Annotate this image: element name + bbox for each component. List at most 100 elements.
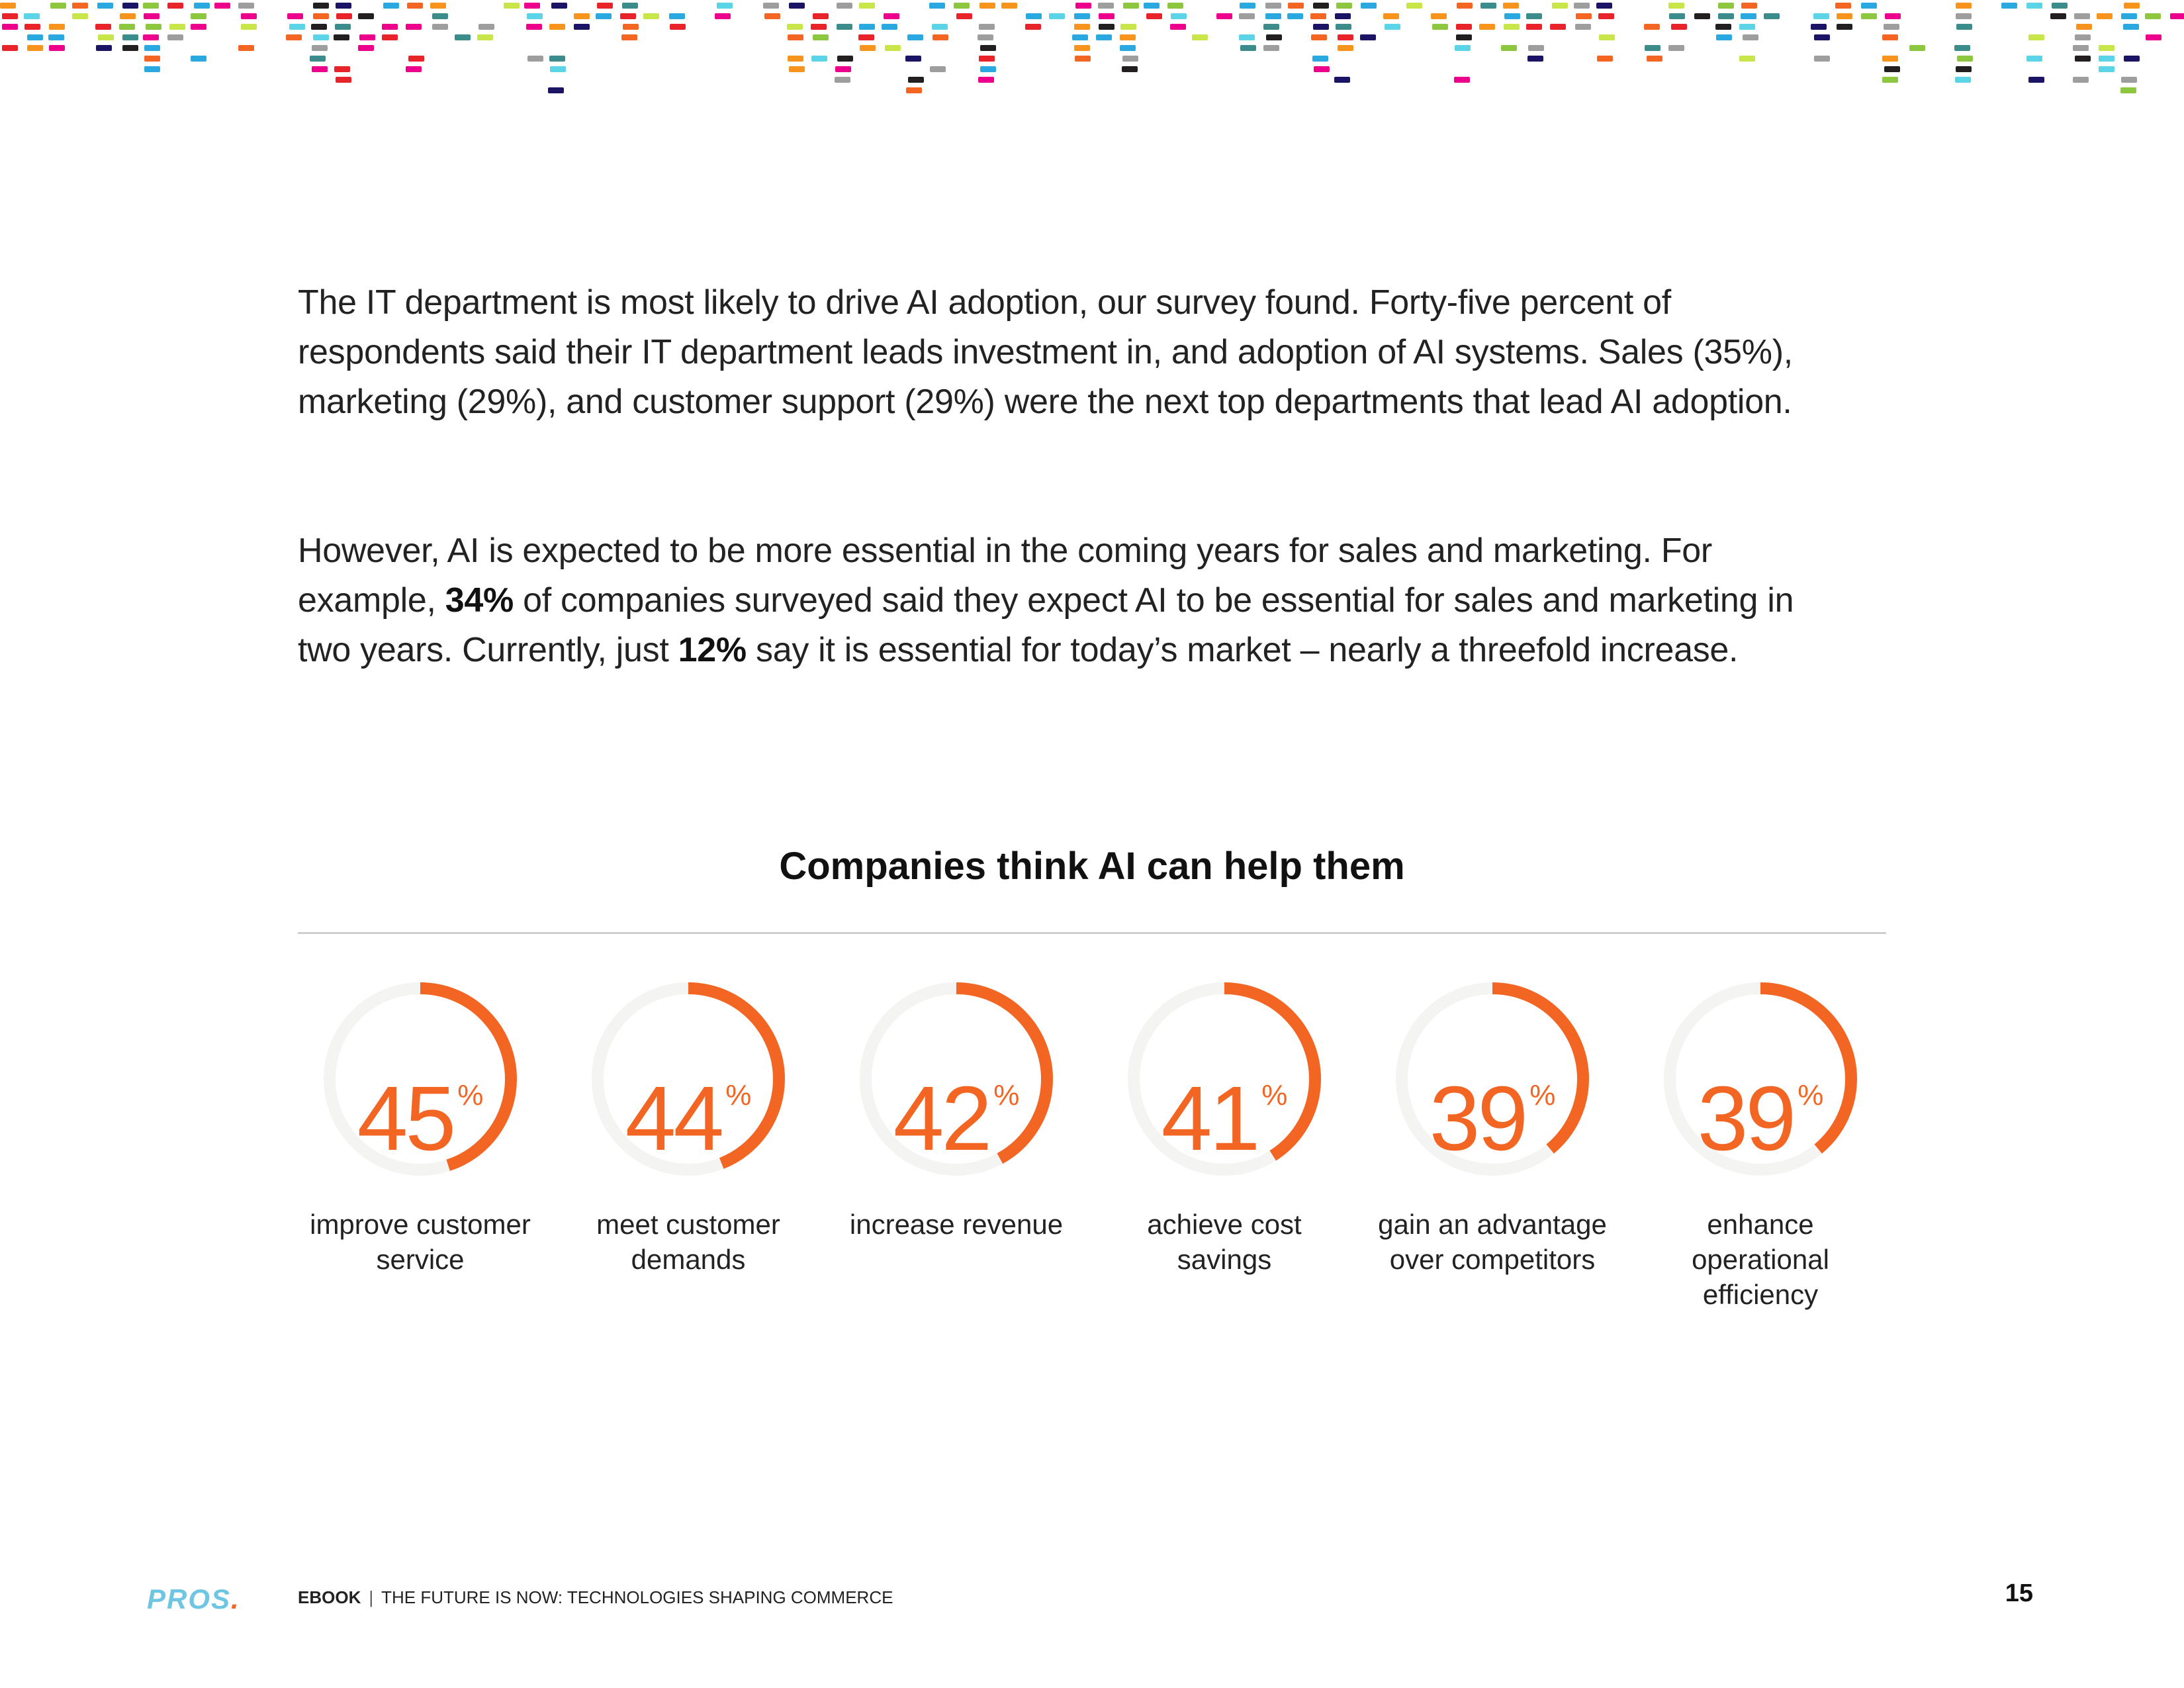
confetti-dash (1811, 24, 1827, 30)
paragraph-2-text: of companies surveyed said they expect A… (298, 581, 1794, 669)
ring-progress-arc (324, 982, 517, 1176)
confetti-dash (837, 24, 852, 30)
confetti-dash (72, 3, 88, 9)
confetti-dash (1266, 34, 1282, 40)
confetti-dash (1171, 13, 1187, 19)
confetti-dash (2074, 13, 2090, 19)
confetti-dash (954, 3, 970, 9)
stat-label: gain an advantage over competitors (1378, 1209, 1607, 1275)
confetti-dash (1313, 24, 1329, 30)
confetti-dash (2099, 56, 2115, 62)
confetti-dash (2146, 34, 2161, 40)
confetti-dash (1741, 13, 1756, 19)
confetti-dash (191, 13, 206, 19)
confetti-dash (1884, 66, 1900, 72)
confetti-dash (788, 34, 803, 40)
confetti-dash (549, 56, 565, 62)
confetti-dash (1480, 3, 1496, 9)
confetti-dash (669, 13, 685, 19)
confetti-dash (2123, 24, 2139, 30)
confetti-dash (358, 45, 374, 51)
confetti-dash (837, 3, 852, 9)
confetti-dash (1385, 24, 1400, 30)
confetti-dash (979, 3, 995, 9)
confetti-dash (2, 13, 18, 19)
logo-text: PROS (147, 1583, 232, 1615)
stat-percent-sign: % (1261, 1079, 1288, 1111)
confetti-dash (504, 3, 520, 9)
confetti-dash (884, 13, 899, 19)
pros-logo: PROS. (147, 1583, 240, 1615)
confetti-dash (1335, 13, 1351, 19)
confetti-dash (1144, 3, 1160, 9)
stat-number: 41 (1161, 1068, 1260, 1170)
confetti-dash (1098, 3, 1114, 9)
confetti-dash (1455, 45, 1471, 51)
confetti-dash (622, 3, 638, 9)
confetti-dash (1884, 24, 1899, 30)
confetti-dash (1311, 34, 1327, 40)
confetti-dash (811, 24, 827, 30)
confetti-dash (1837, 13, 1852, 19)
confetti-dash (1526, 13, 1542, 19)
confetti-dash (1764, 13, 1780, 19)
confetti-dash (717, 3, 733, 9)
confetti-dash (1552, 3, 1568, 9)
confetti-dash (408, 56, 424, 62)
paragraph-2-text: However, AI is expected to be more essen… (298, 532, 1712, 620)
stat-item: 45% improve customer service (288, 976, 553, 1277)
confetti-dash (1361, 3, 1377, 9)
confetti-dash (1314, 66, 1330, 72)
confetti-dash (835, 66, 851, 72)
confetti-dash (549, 24, 565, 30)
confetti-dash (574, 24, 590, 30)
confetti-dash (214, 3, 230, 9)
confetti-dash (1861, 3, 1877, 9)
confetti-dash (980, 45, 996, 51)
confetti-dash (1123, 3, 1139, 9)
confetti-dash (1120, 34, 1136, 40)
confetti-dash (1882, 34, 1898, 40)
stat-item: 39% enhance operational efficiency (1628, 976, 1893, 1312)
confetti-dash (597, 3, 613, 9)
footer-ebook-label: EBOOK (298, 1587, 361, 1607)
confetti-dash (907, 34, 923, 40)
confetti-dash (406, 66, 422, 72)
confetti-dash (1814, 56, 1830, 62)
confetti-dash (620, 13, 636, 19)
stat-value: 45% (288, 1046, 553, 1168)
confetti-dash (1096, 34, 1112, 40)
chart-divider (298, 932, 1886, 934)
stat-value: 42% (824, 1046, 1089, 1168)
confetti-dash (1575, 24, 1591, 30)
confetti-dash (2052, 3, 2068, 9)
confetti-dash (643, 13, 659, 19)
confetti-dash (1597, 56, 1613, 62)
progress-ring (1128, 982, 1321, 1176)
confetti-dash (1526, 24, 1542, 30)
confetti-dash (526, 24, 542, 30)
stat-label: enhance operational efficiency (1692, 1209, 1829, 1310)
confetti-dash (1239, 34, 1255, 40)
confetti-dash (2170, 13, 2184, 19)
confetti-dash (885, 45, 901, 51)
confetti-dash (1550, 24, 1566, 30)
confetti-dash (24, 24, 40, 30)
confetti-dash (358, 13, 374, 19)
footer-caption: EBOOK | THE FUTURE IS NOW: TECHNOLOGIES SH… (298, 1587, 893, 1608)
confetti-dash (238, 45, 254, 51)
confetti-dash (407, 3, 423, 9)
stat-percent-sign: % (1797, 1079, 1824, 1111)
confetti-dash (2099, 66, 2115, 72)
progress-ring (324, 982, 517, 1176)
confetti-dash (1882, 56, 1898, 62)
confetti-dash (27, 34, 43, 40)
confetti-dash (1122, 56, 1138, 62)
confetti-dash (933, 34, 948, 40)
confetti-dash (1647, 56, 1662, 62)
confetti-dash (2050, 13, 2066, 19)
confetti-dash (194, 3, 210, 9)
confetti-dash (1383, 13, 1399, 19)
ring-progress-arc (860, 982, 1053, 1176)
confetti-dash (48, 34, 64, 40)
